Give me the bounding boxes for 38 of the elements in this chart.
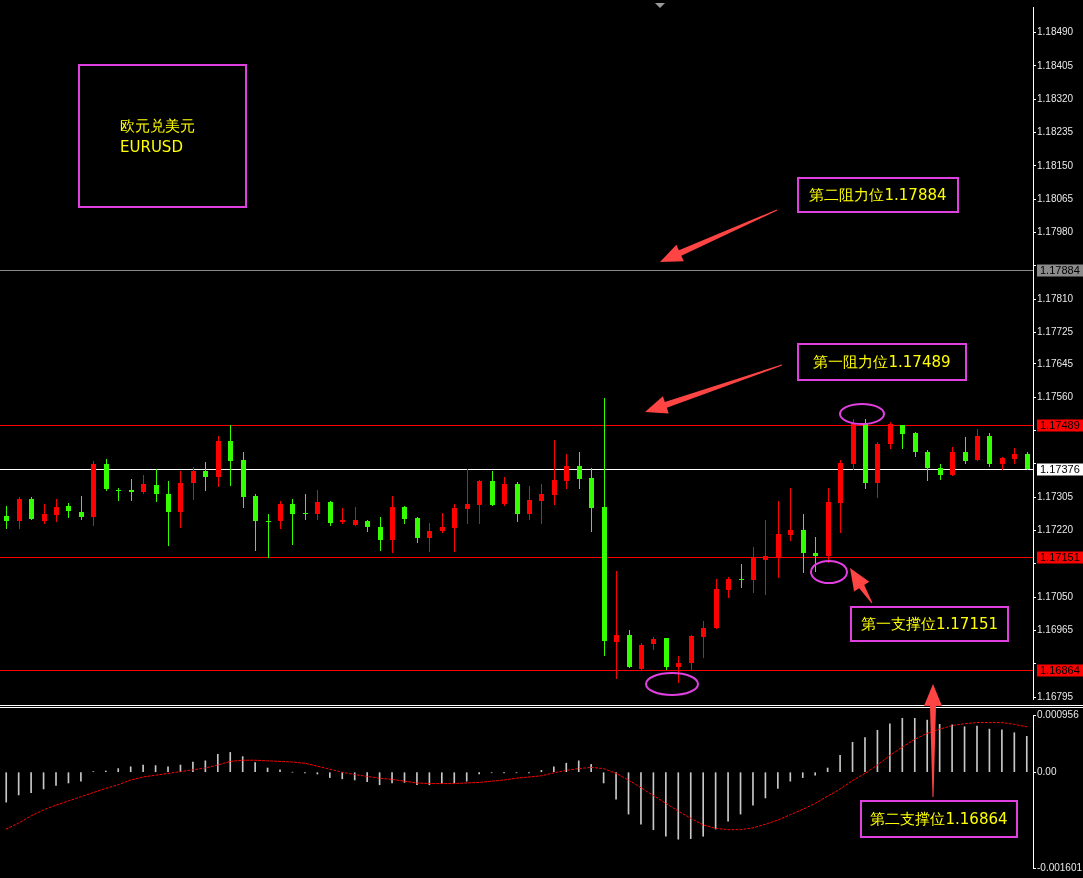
ref-line-label: 1.17151 (1040, 550, 1080, 563)
text: 欧元兑美元 (120, 116, 196, 137)
ref-line-label: 1.17884 (1040, 263, 1080, 276)
y-tick-label: -0.001601 (1037, 861, 1083, 873)
candlestick (739, 564, 744, 588)
candlestick (788, 488, 793, 541)
y-tick-label: 1.17980 (1037, 226, 1074, 238)
text: EURUSD (120, 137, 184, 158)
y-tick-label: 1.17810 (1037, 292, 1074, 304)
candlestick (465, 469, 470, 524)
y-tick-label: 1.18065 (1037, 192, 1074, 204)
y-tick-label: 1.16965 (1037, 624, 1074, 636)
candlestick (129, 479, 134, 501)
y-tick-label: 1.17305 (1037, 490, 1074, 502)
candlestick (266, 514, 271, 558)
y-tick-label: 0.00 (1037, 765, 1057, 777)
annotation: 第一支撑位1.17151 (850, 606, 1009, 642)
y-tick-label: 1.18235 (1037, 126, 1074, 138)
ref-line-label: 1.17376 (1040, 462, 1080, 475)
candlestick (116, 488, 121, 501)
y-tick-label: 1.17050 (1037, 590, 1074, 602)
y-tick-label: 1.17725 (1037, 326, 1074, 338)
y-tick-label: 1.18490 (1037, 26, 1074, 38)
y-tick-label: 1.18150 (1037, 159, 1074, 171)
y-tick-label: 1.17220 (1037, 524, 1074, 536)
candlestick (303, 494, 308, 520)
y-tick-label: 0.000956 (1037, 708, 1080, 720)
y-tick-label: 1.17560 (1037, 390, 1074, 402)
annotation: 第一阻力位1.17489 (797, 343, 967, 381)
annotation: 第二阻力位1.17884 (797, 177, 959, 213)
y-tick-label: 1.16795 (1037, 690, 1074, 702)
y-tick-label: 1.18405 (1037, 59, 1074, 71)
y-tick-label: 1.17645 (1037, 357, 1074, 369)
annotation: 第二支撑位1.16864 (860, 800, 1018, 838)
ref-line-label: 1.16864 (1040, 663, 1080, 676)
y-tick-label: 1.18320 (1037, 92, 1074, 104)
ref-line-label: 1.17489 (1040, 418, 1080, 431)
line-series (5, 722, 1028, 831)
